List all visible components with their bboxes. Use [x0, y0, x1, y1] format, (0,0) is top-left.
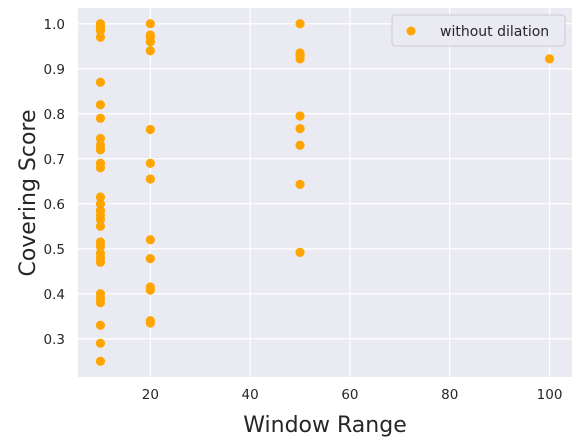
- y-tick-label: 0.6: [44, 197, 65, 213]
- data-point: [95, 356, 106, 366]
- data-point: [95, 113, 106, 123]
- data-point: [95, 25, 106, 36]
- data-point: [95, 32, 106, 42]
- data-point: [95, 77, 106, 87]
- x-axis-title: Window Range: [243, 413, 406, 438]
- plot-background: [78, 8, 572, 377]
- y-tick-label: 0.4: [44, 287, 65, 303]
- data-point: [145, 46, 155, 56]
- data-point: [295, 179, 305, 189]
- data-point: [95, 298, 106, 308]
- data-point: [145, 19, 155, 29]
- data-point: [95, 163, 106, 173]
- data-point: [95, 338, 106, 348]
- data-point: [145, 158, 155, 168]
- x-gridlines: [149, 8, 551, 377]
- legend-label: without dilation: [440, 24, 549, 40]
- legend-box: [391, 14, 566, 47]
- data-point: [145, 254, 155, 264]
- y-gridlines: [78, 23, 572, 340]
- data-point: [295, 247, 305, 257]
- data-point: [145, 174, 155, 184]
- data-point: [295, 124, 305, 134]
- data-point: [95, 221, 106, 231]
- data-point: [145, 37, 155, 47]
- data-point: [95, 241, 106, 252]
- data-point: [95, 257, 106, 267]
- data-point: [544, 54, 555, 64]
- data-point: [95, 320, 106, 330]
- y-tick-label: 0.9: [44, 62, 65, 78]
- data-point: [145, 235, 155, 245]
- data-point: [95, 192, 106, 202]
- x-tick-label: 100: [537, 387, 563, 403]
- y-tick-label: 0.3: [44, 332, 65, 348]
- x-tick-label: 60: [341, 387, 358, 403]
- x-tick-label: 40: [242, 387, 259, 403]
- data-point: [295, 111, 305, 121]
- data-point: [295, 54, 305, 64]
- x-tick-label: 20: [142, 387, 159, 403]
- data-points: [95, 19, 555, 366]
- data-point: [95, 214, 106, 225]
- legend-marker: [406, 26, 416, 36]
- data-point: [145, 285, 155, 295]
- y-tick-label: 0.8: [44, 107, 65, 123]
- data-point: [95, 133, 106, 144]
- data-point: [95, 100, 106, 110]
- y-axis-title: Covering Score: [16, 109, 41, 276]
- x-tick-labels: 20 40 60 80 100: [142, 387, 563, 403]
- data-point: [95, 199, 106, 209]
- legend: without dilation: [391, 14, 566, 47]
- y-tick-label: 0.5: [44, 242, 65, 258]
- data-point: [95, 145, 106, 155]
- data-point: [145, 318, 155, 328]
- y-tick-labels: 0.3 0.4 0.5 0.6 0.7 0.8 0.9 1.0: [44, 17, 65, 348]
- y-tick-label: 1.0: [44, 17, 65, 33]
- x-tick-label: 80: [441, 387, 458, 403]
- y-tick-label: 0.7: [44, 152, 65, 168]
- data-point: [295, 19, 305, 29]
- data-point: [145, 124, 155, 135]
- data-point: [295, 140, 305, 150]
